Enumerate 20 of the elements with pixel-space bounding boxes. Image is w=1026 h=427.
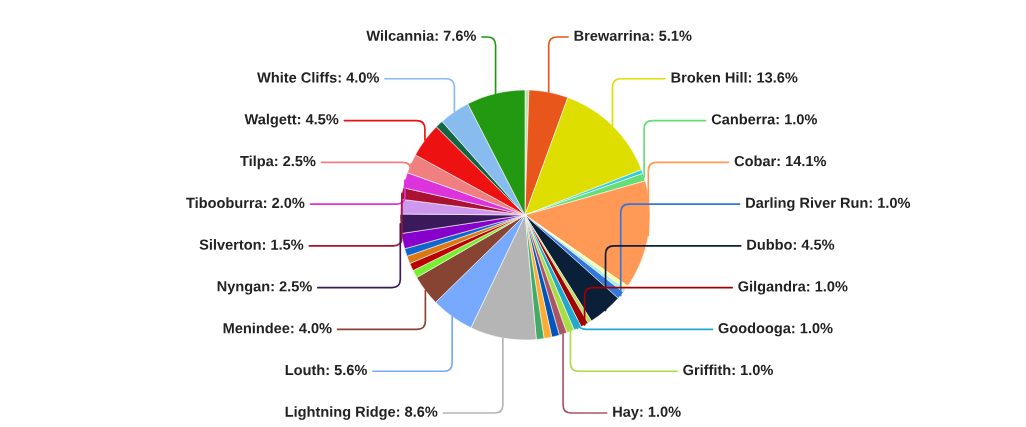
slice-label: Brewarrina: 5.1% (574, 30, 692, 41)
slice-label: Canberra: 1.0% (711, 113, 818, 125)
slice-label: Walgett: 4.5% (244, 113, 339, 128)
slice-label: White Cliffs: 4.0% (257, 71, 380, 83)
slice-label: Lightning Ridge: 8.6% (285, 406, 438, 420)
slice-label: Darling River Run: 1.0% (746, 197, 911, 211)
slice-label: Cobar: 14.1% (734, 155, 827, 167)
slice-label: Gilgandra: 1.0% (738, 280, 848, 295)
slice-label: Menindee: 4.0% (223, 322, 332, 334)
slice-label: Hay: 1.0% (613, 406, 681, 420)
slice-label: Silverton: 1.5% (199, 239, 304, 250)
slice-label: Louth: 5.6% (285, 364, 367, 376)
slice-label: Wilcannia: 7.6% (366, 30, 477, 41)
slice-label: Broken Hill: 13.6% (671, 71, 798, 83)
slice-label: Nyngan: 2.5% (217, 281, 312, 295)
slice-label: Griffith: 1.0% (683, 364, 773, 376)
slice-label: Tibooburra: 2.0% (186, 197, 305, 209)
slice-label: Dubbo: 4.5% (747, 239, 835, 250)
slice-label: Goodooga: 1.0% (718, 322, 833, 337)
slice-label: Tilpa: 2.5% (240, 155, 316, 170)
